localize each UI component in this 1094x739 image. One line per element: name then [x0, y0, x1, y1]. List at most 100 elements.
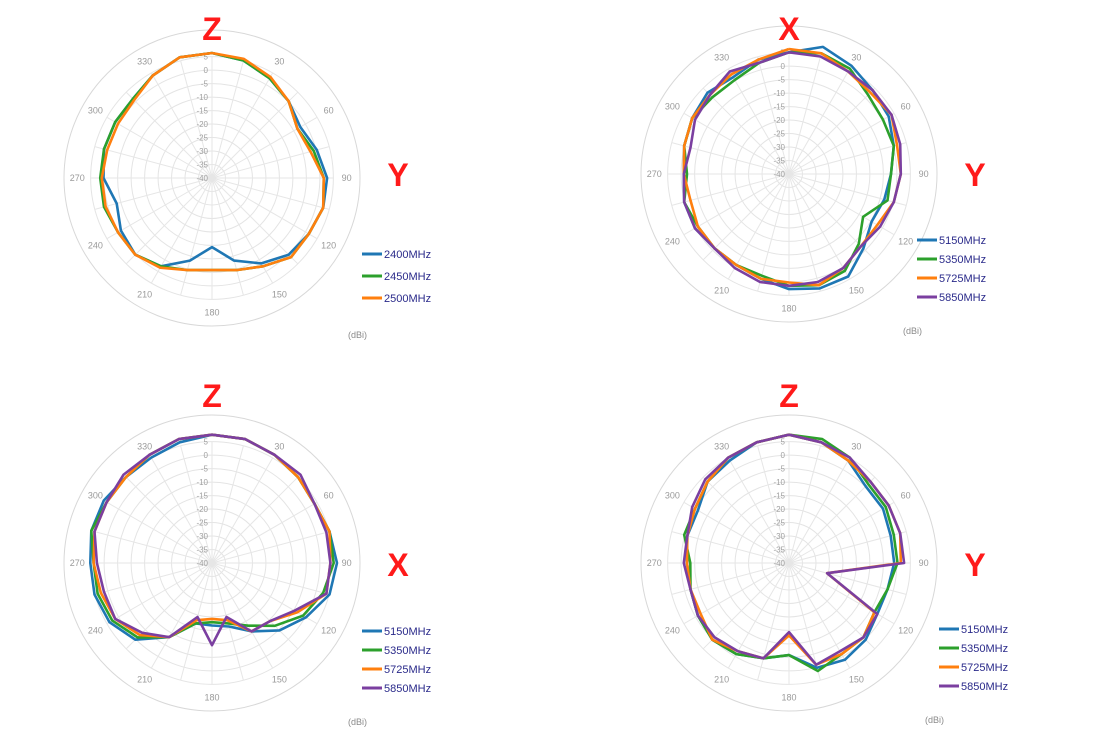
- polar-spoke: [211, 177, 330, 210]
- angle-tick-label: 60: [324, 491, 334, 501]
- polar-chart-panel-4: 30 60 90 120 150 180 210 240 270 300 330 5 0 -5 -10 -15…: [547, 367, 1094, 734]
- polar-chart-panel-2: 30 60 90 120 150 180 210 240 270 300 330 5 0 -5 -10 -15…: [547, 0, 1094, 367]
- legend-label: 2450MHz: [384, 271, 431, 283]
- axis-label-top: Z: [202, 11, 222, 47]
- radial-tick-label: -30: [773, 143, 785, 152]
- polar-spoke: [211, 177, 299, 265]
- angle-tick-label: 330: [137, 441, 152, 451]
- polar-spoke: [211, 72, 274, 179]
- angle-tick-label: 30: [851, 52, 861, 62]
- polar-spoke: [211, 562, 330, 595]
- series-line-5850mhz: [682, 433, 906, 667]
- angle-tick-label: 330: [714, 52, 729, 62]
- radial-tick-label: -25: [773, 519, 785, 528]
- polar-chart-svg: 30 60 90 120 150 180 210 240 270 300 330 5 0 -5 -10 -15…: [63, 11, 431, 340]
- axis-label-right: X: [387, 547, 409, 583]
- polar-spoke: [788, 173, 851, 280]
- radial-tick-label: 5: [781, 438, 786, 447]
- angle-tick-label: 240: [665, 236, 680, 246]
- polar-spoke: [150, 72, 213, 179]
- polar-spoke: [180, 445, 213, 564]
- radial-tick-label: -10: [773, 89, 785, 98]
- polar-spoke: [94, 177, 213, 210]
- polar-spoke: [788, 501, 895, 564]
- legend-label: 2400MHz: [384, 249, 431, 261]
- angle-tick-label: 120: [321, 625, 336, 635]
- polar-spoke: [788, 531, 907, 564]
- polar-spoke: [788, 445, 821, 564]
- polar-spoke: [788, 173, 821, 292]
- angle-tick-label: 150: [849, 675, 864, 685]
- angle-tick-label: 120: [898, 236, 913, 246]
- polar-spoke: [94, 562, 213, 595]
- unit-label: (dBi): [925, 715, 944, 725]
- radial-tick-label: -40: [196, 174, 208, 183]
- radial-tick-label: -40: [773, 170, 785, 179]
- angle-tick-label: 210: [714, 286, 729, 296]
- legend-label: 5850MHz: [961, 681, 1008, 693]
- radial-tick-label: 0: [204, 451, 209, 460]
- radial-tick-label: -30: [196, 147, 208, 156]
- polar-spoke: [150, 457, 213, 564]
- radial-tick-label: -5: [201, 80, 209, 89]
- polar-spoke: [788, 112, 895, 175]
- radial-tick-label: -25: [773, 130, 785, 139]
- polar-spoke: [211, 177, 318, 240]
- angle-tick-label: 240: [88, 240, 103, 250]
- radial-tick-label: 5: [204, 53, 209, 62]
- radial-tick-label: -20: [196, 120, 208, 129]
- radial-tick-label: -25: [196, 134, 208, 143]
- axis-label-right: Y: [964, 157, 985, 193]
- polar-spoke: [702, 173, 790, 261]
- polar-outer-ring: [63, 414, 361, 712]
- axis-label-right: Y: [387, 157, 408, 193]
- angle-tick-label: 180: [204, 308, 219, 318]
- legend-label: 5150MHz: [961, 624, 1008, 636]
- radial-tick-label: -5: [778, 76, 786, 85]
- angle-tick-label: 30: [274, 441, 284, 451]
- angle-tick-label: 300: [665, 491, 680, 501]
- polar-spoke: [788, 457, 851, 564]
- angle-tick-label: 60: [324, 106, 334, 116]
- polar-chart-panel-1: 30 60 90 120 150 180 210 240 270 300 330 5 0 -5 -10 -15…: [0, 0, 547, 367]
- radial-tick-label: -20: [196, 505, 208, 514]
- radial-tick-label: -35: [196, 161, 208, 170]
- polar-spoke: [150, 562, 213, 669]
- legend-label: 5850MHz: [384, 683, 431, 695]
- series-line-5850mhz: [93, 433, 332, 647]
- polar-spoke: [211, 91, 299, 179]
- polar-spoke: [106, 562, 213, 625]
- angle-tick-label: 330: [714, 441, 729, 451]
- polar-spoke: [180, 177, 213, 296]
- legend-label: 5725MHz: [384, 664, 431, 676]
- angle-tick-label: 60: [901, 491, 911, 501]
- polar-spoke: [106, 116, 213, 179]
- angle-tick-label: 90: [342, 173, 352, 183]
- polar-spoke: [180, 60, 213, 179]
- radial-tick-label: 0: [781, 451, 786, 460]
- polar-outer-ring: [640, 414, 938, 712]
- polar-spoke: [683, 501, 790, 564]
- axis-label-top: Z: [202, 378, 222, 414]
- polar-spoke: [702, 476, 790, 564]
- angle-tick-label: 210: [714, 675, 729, 685]
- angle-tick-label: 300: [88, 491, 103, 501]
- polar-spoke: [211, 60, 244, 179]
- polar-spoke: [211, 445, 244, 564]
- unit-label: (dBi): [348, 717, 367, 727]
- unit-label: (dBi): [903, 326, 922, 336]
- axis-label-right: Y: [964, 547, 985, 583]
- radial-tick-label: -15: [773, 492, 785, 501]
- polar-spoke: [211, 562, 318, 625]
- legend-label: 5350MHz: [384, 645, 431, 657]
- radial-tick-label: -35: [196, 546, 208, 555]
- legend-label: 5725MHz: [961, 662, 1008, 674]
- polar-spoke: [106, 501, 213, 564]
- series-line-5850mhz: [682, 51, 903, 288]
- polar-spoke: [106, 177, 213, 240]
- polar-spoke: [788, 87, 876, 175]
- polar-spoke: [211, 531, 330, 564]
- polar-spoke: [788, 142, 907, 175]
- polar-spoke: [757, 173, 790, 292]
